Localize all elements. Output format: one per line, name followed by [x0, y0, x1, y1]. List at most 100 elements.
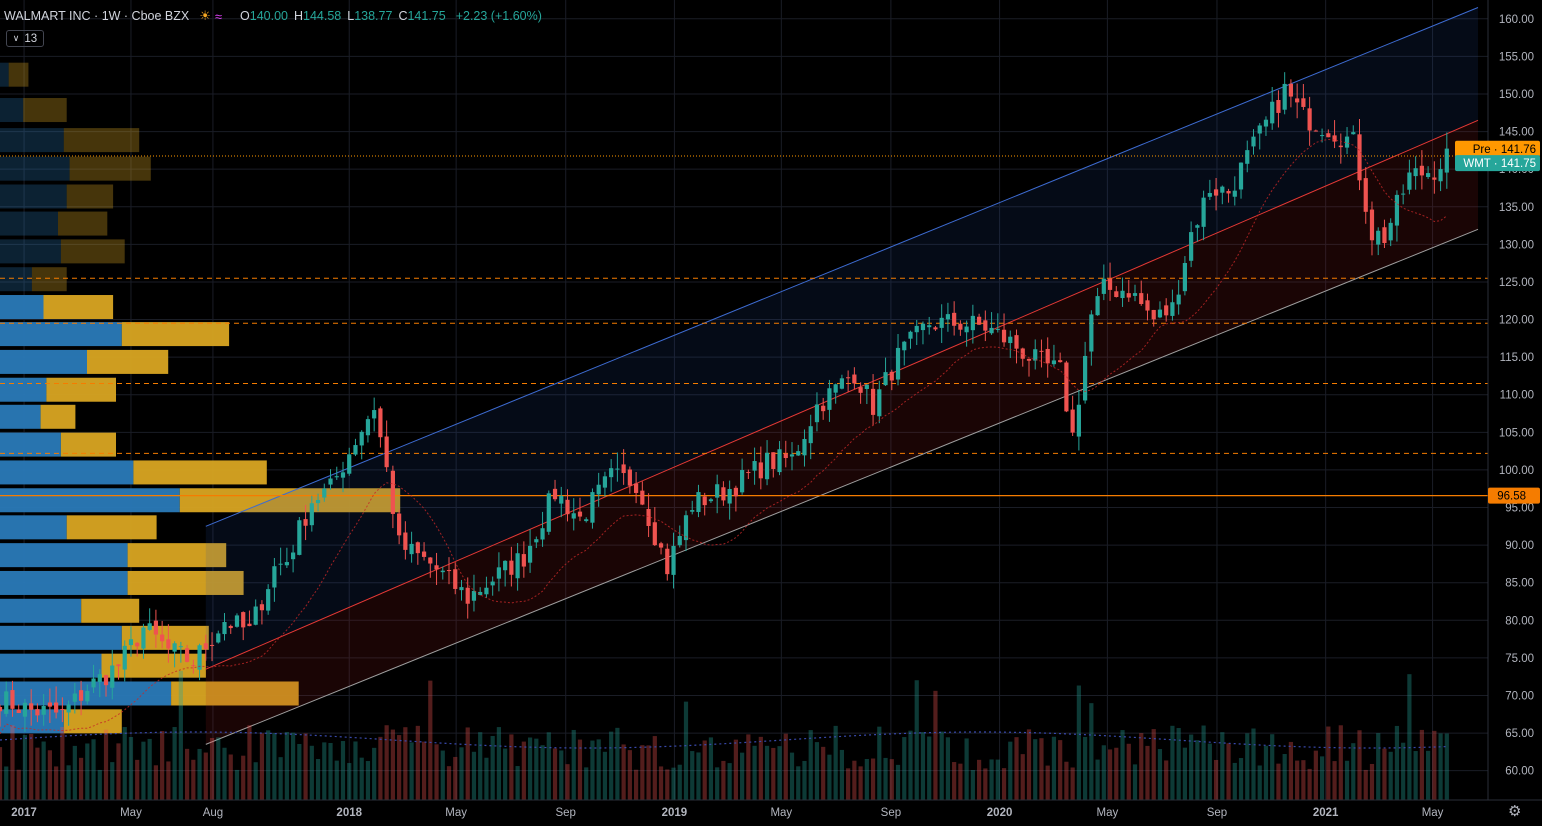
volume-bar — [758, 736, 763, 800]
volume-bar — [752, 745, 757, 800]
candle-body — [920, 323, 926, 331]
candle-body — [234, 615, 240, 627]
candle-body — [478, 591, 483, 595]
vp-buy-bar — [0, 653, 102, 678]
volume-bar — [428, 680, 433, 800]
candle-body — [1114, 291, 1119, 298]
candle-body — [515, 553, 520, 579]
volume-bar — [521, 741, 526, 800]
volume-bar — [1394, 725, 1400, 800]
candle-body — [1126, 293, 1131, 298]
volume-bar — [602, 751, 608, 800]
candle-body — [409, 543, 414, 555]
candle-body — [1270, 101, 1275, 124]
volume-bar — [1176, 728, 1181, 800]
candle-body — [1095, 296, 1100, 316]
candle-body — [758, 462, 763, 479]
candle-body — [752, 461, 757, 471]
candle-body — [1213, 189, 1219, 196]
volume-bar — [833, 725, 838, 800]
volume-bar — [721, 760, 726, 800]
volume-bar — [1026, 729, 1032, 800]
volume-bar — [453, 756, 458, 800]
candle-body — [1058, 360, 1063, 363]
candle-body — [577, 511, 583, 517]
volume-bar — [839, 749, 844, 800]
price-tick-label: 105.00 — [1499, 427, 1534, 439]
volume-bar — [1344, 760, 1350, 800]
volume-bar — [1195, 740, 1200, 800]
candle-body — [821, 405, 826, 412]
volume-bar — [359, 757, 364, 800]
volume-bar — [1232, 762, 1237, 800]
candle-body — [1189, 232, 1194, 261]
volume-bar — [1301, 760, 1306, 800]
volume-bar — [658, 766, 664, 800]
volume-bar — [446, 766, 452, 800]
price-tags: Pre · 141.76 WMT · 141.75 96.58 — [1455, 140, 1540, 504]
candle-body — [1101, 278, 1106, 294]
gear-icon[interactable]: ⚙ — [1508, 803, 1522, 820]
volume-bar — [571, 729, 576, 800]
volume-bar — [178, 670, 183, 800]
channel-mid-line — [205, 119, 1479, 670]
vp-buy-bar — [0, 432, 61, 457]
volume-bar — [1432, 730, 1437, 800]
volume-bar — [534, 738, 539, 800]
volume-bar — [66, 765, 71, 800]
price-tick-label: 60.00 — [1505, 766, 1534, 778]
volume-bar — [197, 748, 202, 800]
volume-bar — [958, 763, 963, 800]
volume-bar — [471, 751, 477, 800]
candle-body — [895, 347, 901, 380]
volume-bar — [858, 766, 863, 800]
volume-bar — [1058, 740, 1063, 800]
volume-bar — [1282, 754, 1287, 800]
candle-body — [708, 499, 714, 502]
vp-buy-bar — [0, 377, 47, 402]
volume-bar — [646, 745, 651, 800]
candle-body — [141, 627, 146, 649]
volume-bar — [1151, 729, 1156, 800]
candle-body — [540, 528, 545, 540]
vp-buy-bar — [0, 349, 87, 374]
candle-body — [1307, 108, 1312, 131]
candle-body — [359, 431, 364, 446]
wave-icon[interactable]: ≈ — [214, 8, 223, 24]
candle-body — [253, 606, 258, 625]
time-tick-label: 2019 — [662, 807, 688, 819]
volume-bar — [889, 759, 894, 800]
candle-body — [54, 702, 59, 713]
candle-body — [1376, 230, 1381, 245]
volume-bar — [1051, 736, 1057, 800]
sun-icon[interactable]: ☀ — [199, 8, 211, 23]
volume-bar — [1008, 741, 1013, 800]
volume-bar — [91, 739, 96, 800]
candle-body — [259, 604, 265, 611]
candle-body — [1238, 162, 1244, 190]
volume-bar — [434, 744, 439, 800]
change-value: +2.23 (+1.60%) — [455, 9, 542, 23]
vp-sell-bar — [60, 239, 125, 264]
channel-lower-fill — [205, 120, 1478, 745]
volume-bar — [378, 736, 383, 800]
volume-bar — [172, 727, 177, 800]
volume-bar — [1332, 761, 1337, 800]
volume-bar — [465, 727, 470, 800]
volume-bar — [565, 764, 570, 800]
symbol-title[interactable]: WALMART INC · 1W · Cboe BZX — [4, 9, 190, 23]
volume-bar — [627, 750, 632, 800]
volume-bar — [1001, 768, 1007, 800]
price-tick-label: 115.00 — [1500, 352, 1534, 364]
candle-body — [958, 323, 963, 330]
candle-body — [983, 320, 988, 331]
candle-body — [1444, 148, 1449, 173]
indicator-count-badge[interactable]: ∨ 13 — [6, 30, 44, 47]
candle-body — [309, 503, 314, 526]
time-tick-label: May — [445, 807, 467, 819]
candle-body — [584, 519, 589, 522]
volume-bar — [328, 742, 333, 800]
candle-body — [1263, 119, 1269, 127]
volume-bar — [1401, 742, 1406, 800]
